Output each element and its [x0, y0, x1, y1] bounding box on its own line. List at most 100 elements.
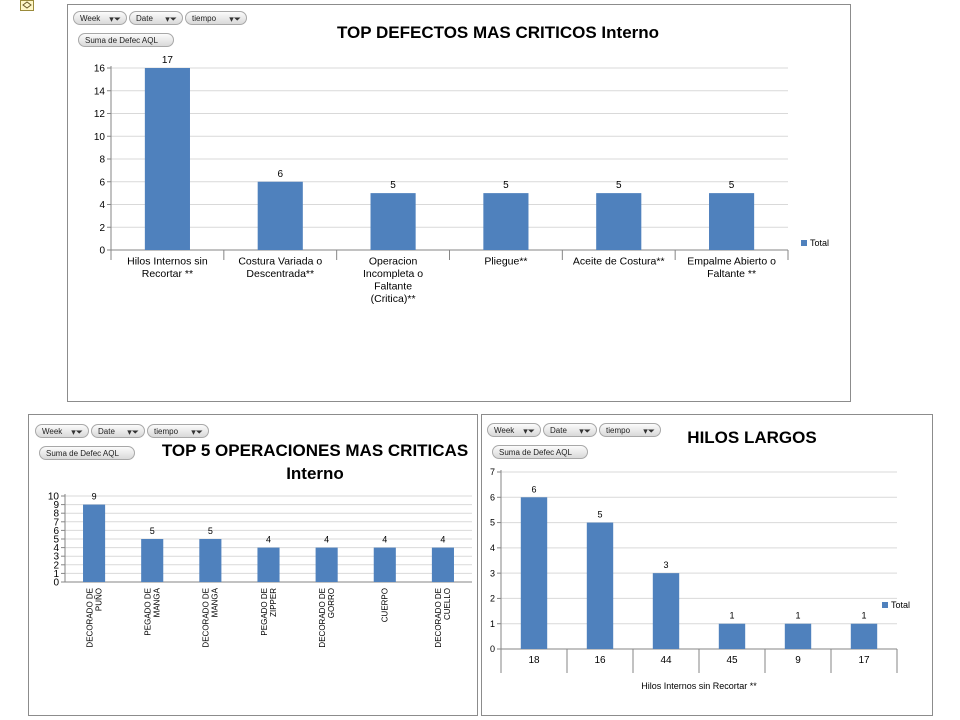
- data-label: 4: [440, 535, 445, 545]
- y-tick-label: 2: [99, 223, 105, 234]
- sum-field-label: Suma de Defec AQL: [499, 448, 572, 457]
- y-tick-label: 0: [53, 578, 59, 589]
- x-tick-label-line: Hilos Internos sin: [127, 256, 208, 268]
- bar: [483, 193, 529, 250]
- y-tick-label: 10: [48, 492, 60, 503]
- x-tick-label-line: MANGA: [211, 587, 220, 617]
- x-tick-label-line: Costura Variada o: [238, 256, 322, 268]
- date-filter-button[interactable]: Date ▾⏷: [543, 423, 597, 437]
- date-filter-label: Date: [136, 14, 153, 23]
- x-tick-label-line: DECORADO DE: [318, 588, 327, 648]
- week-filter-label: Week: [80, 14, 101, 23]
- filter-icon: ▾⏷: [229, 14, 241, 24]
- y-tick-label: 12: [94, 109, 106, 120]
- filter-icon: ▾⏷: [523, 426, 535, 436]
- sum-field-button[interactable]: Suma de Defec AQL: [78, 33, 174, 47]
- filter-icon: ▾⏷: [165, 14, 177, 24]
- data-label: 3: [663, 560, 668, 570]
- data-label: 6: [531, 484, 536, 494]
- y-tick-label: 16: [94, 64, 106, 75]
- sum-field-label: Suma de Defec AQL: [85, 36, 158, 45]
- date-filter-button[interactable]: Date ▾⏷: [129, 11, 183, 25]
- bar: [784, 623, 812, 649]
- data-label: 1: [861, 611, 866, 621]
- y-tick-label: 3: [490, 568, 495, 578]
- date-filter-button[interactable]: Date ▾⏷: [91, 424, 145, 438]
- bar: [652, 573, 680, 649]
- week-filter-button[interactable]: Week ▾⏷: [73, 11, 127, 25]
- y-tick-label: 8: [53, 509, 59, 520]
- y-tick-label: 9: [53, 500, 59, 511]
- x-tick-label: 17: [858, 655, 870, 666]
- y-tick-label: 0: [490, 644, 495, 654]
- y-tick-label: 3: [53, 552, 59, 563]
- bar: [520, 497, 548, 649]
- tiempo-filter-button[interactable]: tiempo ▾⏷: [147, 424, 209, 438]
- data-label: 1: [795, 611, 800, 621]
- tiempo-filter-button[interactable]: tiempo ▾⏷: [185, 11, 247, 25]
- x-tick-label-line: 18: [528, 655, 540, 666]
- bar: [257, 547, 280, 582]
- data-label: 6: [277, 169, 283, 180]
- y-tick-label: 7: [490, 467, 495, 477]
- legend-label: Total: [891, 600, 910, 610]
- x-tick-label-line: Empalme Abierto o: [687, 256, 776, 268]
- x-tick-label: Aceite de Costura**: [573, 256, 665, 268]
- date-filter-label: Date: [550, 426, 567, 435]
- x-tick-label: CUERPO: [381, 588, 390, 622]
- tiempo-filter-label: tiempo: [606, 426, 631, 435]
- tiempo-filter-button[interactable]: tiempo ▾⏷: [599, 423, 661, 437]
- x-tick-label-line: Incompleta o: [363, 268, 423, 280]
- data-label: 5: [503, 180, 509, 191]
- data-label: 5: [729, 180, 735, 191]
- x-tick-label-line: 44: [660, 655, 672, 666]
- x-tick-label: DECORADO DEMANGA: [202, 587, 220, 647]
- x-tick-label-line: 9: [795, 655, 801, 666]
- y-tick-label: 2: [490, 594, 495, 604]
- x-tick-label-line: Operacion: [369, 256, 418, 268]
- legend-swatch: [882, 602, 888, 608]
- y-tick-label: 8: [99, 155, 105, 166]
- chart-panel-hilos: Week ▾⏷ Date ▾⏷ tiempo ▾⏷ Suma de Defec AQL…: [481, 414, 933, 716]
- bar: [141, 539, 164, 582]
- bar: [315, 547, 338, 582]
- bar: [144, 68, 190, 250]
- x-tick-label-line: 16: [594, 655, 606, 666]
- bar: [596, 193, 642, 250]
- x-tick-label-line: Descentrada**: [246, 268, 314, 280]
- bar: [370, 193, 416, 250]
- y-tick-label: 1: [490, 619, 495, 629]
- week-filter-button[interactable]: Week ▾⏷: [487, 423, 541, 437]
- x-tick-label-line: DECORADO DE: [85, 588, 94, 648]
- x-tick-label-line: CUELLO: [443, 588, 452, 620]
- y-tick-label: 6: [53, 526, 59, 537]
- tiempo-filter-label: tiempo: [192, 14, 217, 23]
- x-tick-label: DECORADO DEGORRO: [318, 588, 336, 648]
- bar: [373, 547, 396, 582]
- x-tick-label-line: PEGADO DE: [144, 588, 153, 636]
- chart-panel-defectos: Week ▾⏷ Date ▾⏷ tiempo ▾⏷ Suma de Defec AQL…: [67, 4, 851, 402]
- x-tick-label-line: Faltante: [374, 281, 412, 293]
- x-tick-label: 18: [528, 655, 540, 666]
- filter-icon: ▾⏷: [127, 427, 139, 437]
- y-tick-label: 5: [53, 535, 59, 546]
- chart-title: TOP 5 OPERACIONES MAS CRITICAS Interno: [161, 441, 469, 483]
- x-tick-label-line: PEGADO DE: [260, 588, 269, 636]
- y-tick-label: 6: [99, 177, 105, 188]
- data-label: 1: [729, 611, 734, 621]
- data-label: 4: [324, 535, 329, 545]
- data-label: 4: [266, 535, 271, 545]
- week-filter-button[interactable]: Week ▾⏷: [35, 424, 89, 438]
- filter-icon: ▾⏷: [191, 427, 203, 437]
- legend-label: Total: [810, 238, 829, 248]
- x-tick-label: 45: [726, 655, 738, 666]
- bar: [718, 623, 746, 649]
- chart-panel-operaciones: Week ▾⏷ Date ▾⏷ tiempo ▾⏷ Suma de Defec AQL…: [28, 414, 478, 716]
- sum-field-button[interactable]: Suma de Defec AQL: [39, 446, 135, 460]
- x-tick-label: 44: [660, 655, 672, 666]
- x-tick-label: PEGADO DEMANGA: [144, 587, 162, 635]
- x-tick-label-line: Pliegue**: [484, 256, 527, 268]
- sum-field-button[interactable]: Suma de Defec AQL: [492, 445, 588, 459]
- x-tick-label-line: ZIPPER: [269, 588, 278, 617]
